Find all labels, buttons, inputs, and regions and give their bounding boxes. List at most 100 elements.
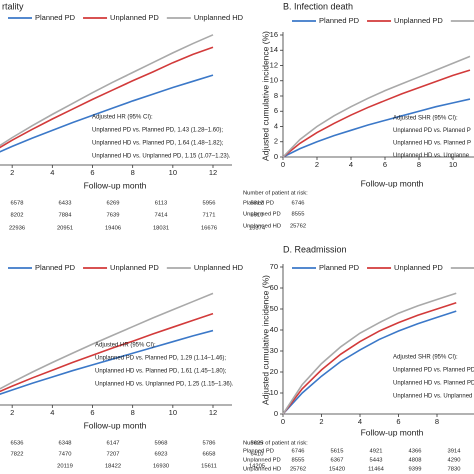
x-tick-label: 4 (349, 160, 353, 169)
risk-value: 4808 (409, 458, 422, 464)
x-tick-label: 6 (396, 417, 400, 426)
risk-value: 6536 (11, 441, 24, 447)
x-tick-label: 12 (209, 168, 217, 177)
series-line (0, 329, 214, 395)
y-tick-label: 2 (274, 137, 278, 146)
risk-value: 5443 (370, 458, 383, 464)
panel: 2 4 6 8 10 12 Follow-up month Planned PD Unplann… (0, 263, 265, 470)
risk-value: 4921 (370, 449, 383, 455)
y-tick-label: 6 (274, 106, 278, 115)
risk-value: 7207 (107, 452, 120, 458)
legend-label: Unplanned PD (394, 263, 443, 272)
risk-value: 4366 (409, 449, 422, 455)
annotation: Unplanned HD vs. Unplanne (393, 153, 470, 159)
annotation: Unplanned HD vs. Planned P (393, 141, 471, 147)
legend-label: Unplanned PD (110, 13, 159, 22)
risk-value: 7470 (59, 452, 72, 458)
risk-value: 20951 (57, 226, 73, 232)
legend-label: Unplanned PD (394, 16, 443, 25)
y-axis-title: Adjusted cumulative incidence (%) (260, 31, 270, 161)
y-tick-label: 8 (274, 91, 278, 100)
annotation: Unplanned PD vs. Planned PD, 1.43 (1.28–… (92, 128, 223, 134)
legend-label: Planned PD (319, 263, 360, 272)
risk-value: 16930 (153, 464, 169, 470)
y-tick-label: 14 (270, 45, 278, 54)
risk-value: 5615 (331, 449, 344, 455)
x-axis-title: Follow-up month (84, 420, 147, 430)
y-tick-label: 60 (270, 283, 278, 292)
risk-value: 6910 (251, 213, 264, 219)
legend-label: Planned PD (35, 13, 76, 22)
annotation: Adjusted SHR (95% CI): (393, 355, 458, 361)
series-line (282, 292, 457, 415)
x-tick-label: 0 (281, 417, 285, 426)
risk-value: 6410 (251, 452, 264, 458)
y-axis-title: Adjusted cumulative incidence (%) (260, 275, 270, 405)
x-tick-label: 10 (169, 168, 177, 177)
annotation: Unplanned PD vs. Planned PD, 1.1 (393, 368, 474, 374)
risk-value: 19406 (105, 226, 121, 232)
x-tick-label: 8 (417, 160, 421, 169)
x-tick-label: 2 (10, 408, 14, 417)
legend-label: Unplanned HD (194, 13, 244, 22)
panel: D. Readmission 0 2 4 6 8 Follow-up month 0 10 20 3… (243, 244, 474, 473)
risk-value: 6433 (59, 201, 72, 207)
annotation: Unplanned HD vs. Planned PD, 1.2 (393, 381, 474, 387)
x-tick-label: 0 (281, 160, 285, 169)
series-line (282, 55, 471, 158)
y-tick-label: 0 (274, 409, 278, 418)
risk-row-label: Unplanned PD (243, 212, 281, 218)
risk-value: 5812 (251, 201, 264, 207)
x-tick-label: 10 (169, 408, 177, 417)
x-tick-label: 8 (435, 417, 439, 426)
risk-value: 5625 (251, 441, 264, 447)
annotation: Unplanned HD vs. Unplanned PD, (393, 394, 474, 400)
risk-value: 15374 (249, 226, 266, 232)
x-tick-label: 6 (90, 168, 94, 177)
risk-value: 6348 (59, 441, 72, 447)
risk-value: 6578 (11, 201, 24, 207)
risk-value: 5956 (203, 201, 216, 207)
risk-value: 22936 (9, 226, 25, 232)
y-tick-label: 10 (270, 76, 278, 85)
risk-row-label: Unplanned HD (243, 467, 281, 473)
risk-value: 7884 (59, 213, 73, 219)
series-line (282, 98, 471, 158)
x-tick-label: 10 (449, 160, 457, 169)
legend-label: Planned PD (35, 263, 76, 272)
risk-value: 9399 (409, 467, 422, 473)
series-line (0, 46, 214, 149)
risk-value: 5968 (155, 441, 168, 447)
risk-value: 8202 (11, 213, 24, 219)
y-tick-label: 40 (270, 325, 278, 334)
risk-value: 8555 (292, 458, 305, 464)
y-tick-label: 0 (274, 152, 278, 161)
panel-title: D. Readmission (283, 244, 347, 254)
y-tick-label: 16 (270, 30, 278, 39)
series-line (282, 301, 457, 415)
annotation: Adjusted HR (95% CI): (92, 115, 153, 121)
y-tick-label: 20 (270, 367, 278, 376)
risk-value: 25762 (290, 224, 306, 230)
x-tick-label: 4 (50, 408, 54, 417)
risk-value: 7639 (107, 213, 120, 219)
x-tick-label: 2 (319, 417, 323, 426)
panel: B. Infection death 0 2 4 6 8 10 Follow-up month… (243, 1, 474, 230)
risk-value: 25762 (290, 467, 306, 473)
legend-label: Unplanned HD (194, 263, 244, 272)
x-tick-label: 2 (315, 160, 319, 169)
risk-value: 20119 (57, 464, 73, 470)
series-line (0, 292, 214, 390)
risk-value: 5786 (203, 441, 216, 447)
annotation: Adjusted HR (95% CI): (95, 343, 156, 349)
risk-value: 6923 (155, 452, 168, 458)
risk-value: 18422 (105, 464, 121, 470)
risk-value: 14205 (249, 464, 265, 470)
risk-table-title: Number of patient at risk: (243, 191, 308, 197)
x-tick-label: 6 (383, 160, 387, 169)
x-tick-label: 8 (131, 408, 135, 417)
risk-value: 6746 (292, 201, 305, 207)
x-tick-label: 2 (10, 168, 14, 177)
